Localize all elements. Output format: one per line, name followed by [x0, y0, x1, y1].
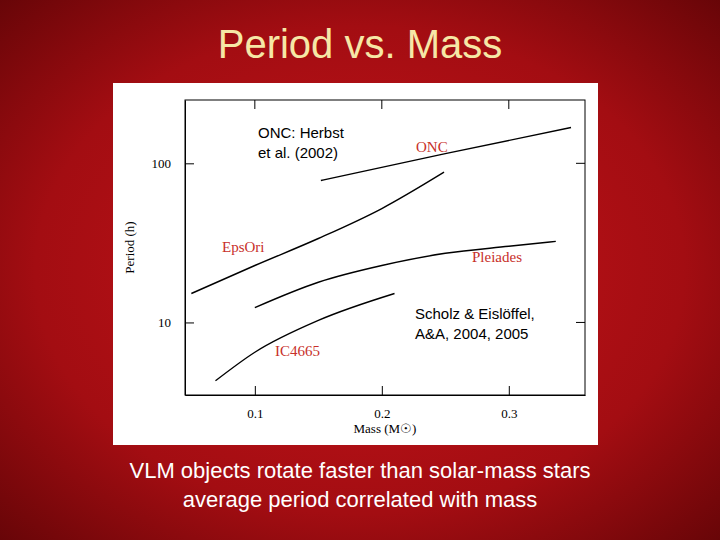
x-tick: 0.1 [247, 386, 263, 421]
y-tick: 10 [158, 315, 194, 330]
x-axis-title: Mass (M☉) [354, 421, 417, 436]
y-tick-mark-right [576, 163, 585, 164]
x-tick: 0.3 [501, 386, 517, 421]
x-tick-mark-top [508, 100, 509, 109]
series-line [255, 241, 556, 307]
series-label: Pleiades [472, 249, 522, 265]
x-tick-label: 0.3 [501, 406, 517, 421]
series-label: ONC [416, 139, 448, 155]
title: Period vs. Mass [218, 22, 503, 66]
caption: VLM objects rotate faster than solar-mas… [130, 458, 591, 483]
x-tick-label: 0.1 [247, 406, 263, 421]
y-tick-label: 100 [152, 156, 172, 171]
background [0, 0, 720, 540]
annotation: ONC: Herbst [258, 124, 345, 141]
mirror-ticks [255, 100, 585, 322]
annotation: A&A, 2004, 2005 [415, 325, 528, 342]
caption: average period correlated with mass [183, 487, 538, 512]
x-tick-mark [509, 386, 510, 395]
y-axis: 10 100 [152, 101, 195, 396]
x-tick-mark [255, 386, 256, 395]
series-line [215, 294, 394, 381]
series-label: IC4665 [275, 343, 320, 359]
series-line [191, 172, 444, 293]
plot-frame [185, 100, 585, 395]
x-tick-mark-top [381, 100, 382, 109]
x-axis-line [186, 395, 586, 396]
y-axis-line [185, 101, 186, 396]
y-tick-mark-right [576, 322, 585, 323]
y-tick-mark [185, 322, 194, 323]
chart-panel [113, 83, 598, 445]
series-line [321, 127, 571, 180]
x-axis: 0.1 0.2 0.3 [186, 386, 586, 421]
plot-area [191, 127, 571, 380]
y-tick: 100 [152, 156, 195, 171]
y-axis-title: Period (h) [122, 221, 137, 273]
y-tick-mark [185, 163, 194, 164]
y-tick-label: 10 [158, 315, 171, 330]
x-tick-label: 0.2 [374, 406, 390, 421]
x-tick-mark-top [254, 100, 255, 109]
annotation: Scholz & Eislöffel, [415, 305, 535, 322]
series-label: EpsOri [222, 239, 265, 255]
x-tick-mark [382, 386, 383, 395]
x-tick: 0.2 [374, 386, 390, 421]
annotation: et al. (2002) [258, 144, 338, 161]
slide: Period vs. Mass 0.1 0.2 0.3 10 100 Mass (M☉) Pe… [0, 0, 720, 540]
